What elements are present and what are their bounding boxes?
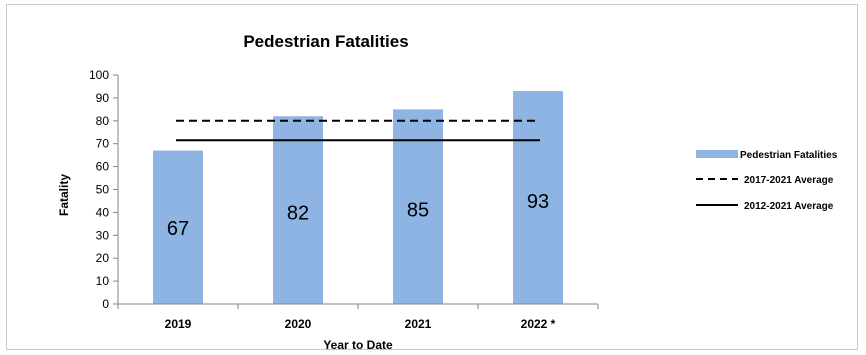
y-tick-label: 70 — [96, 137, 110, 151]
y-tick-label: 80 — [96, 114, 110, 128]
y-tick-label: 10 — [96, 274, 110, 288]
plot-area: 0 10 20 30 40 50 60 70 80 90 100 67 2019 82 2020 85 2021… — [89, 68, 599, 331]
bar-data-label: 82 — [287, 202, 309, 224]
y-tick-label: 50 — [96, 183, 110, 197]
legend-label: 2012-2021 Average — [744, 201, 834, 212]
legend: Pedestrian Fatalities 2017-2021 Average 20… — [696, 150, 838, 212]
x-tick-label: 2020 — [285, 317, 312, 331]
y-tick-label: 0 — [102, 297, 109, 311]
y-tick-label: 30 — [96, 228, 110, 242]
y-tick-label: 40 — [96, 205, 110, 219]
y-tick-label: 90 — [96, 91, 110, 105]
y-tick-label: 20 — [96, 251, 110, 265]
bar-data-label: 93 — [527, 191, 549, 213]
x-axis-title: Year to Date — [323, 338, 393, 352]
chart-title: Pedestrian Fatalities — [243, 32, 408, 51]
bar-2020 — [273, 116, 323, 304]
legend-label: Pedestrian Fatalities — [740, 150, 838, 161]
legend-swatch-bars — [696, 150, 738, 158]
y-tick-label: 100 — [89, 68, 109, 82]
x-tick-label: 2022 * — [521, 317, 556, 331]
bar-data-label: 67 — [167, 218, 189, 240]
x-tick-label: 2021 — [405, 317, 432, 331]
bar-2019 — [153, 150, 203, 304]
legend-label: 2017-2021 Average — [744, 175, 834, 186]
y-axis-title: Fatality — [57, 174, 71, 216]
bar-data-label: 85 — [407, 199, 429, 221]
bar-2022 — [513, 91, 563, 304]
y-tick-label: 60 — [96, 160, 110, 174]
x-tick-label: 2019 — [165, 317, 192, 331]
bar-2021 — [393, 109, 443, 304]
